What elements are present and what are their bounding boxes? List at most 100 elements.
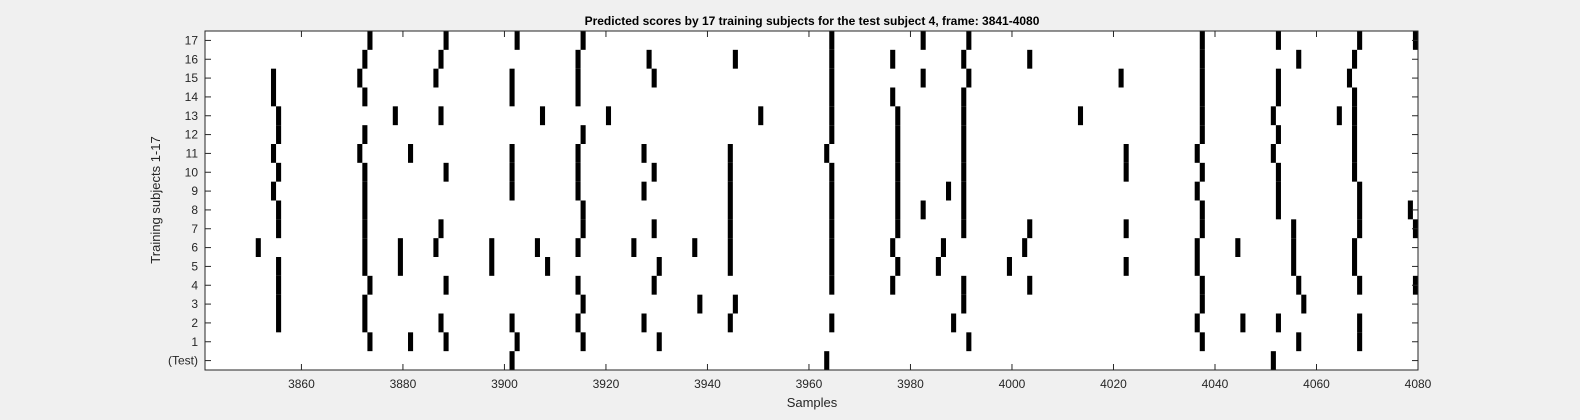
score-mark-row-6-6 <box>575 238 581 257</box>
score-mark-row-4-6 <box>890 275 896 295</box>
score-mark-row-10-0 <box>276 162 282 182</box>
score-mark-row-2-3 <box>509 313 515 333</box>
score-mark-row-17-0 <box>367 31 373 50</box>
score-mark-row-12-6 <box>1199 125 1205 144</box>
score-mark-row-13-9 <box>1077 106 1084 126</box>
y-tick-label-17: 17 <box>185 33 199 47</box>
score-mark-row-2-8 <box>951 313 957 333</box>
score-mark-row-17-2 <box>514 31 520 50</box>
score-mark-row-14-5 <box>890 87 896 107</box>
score-mark-row-11-5 <box>641 144 647 163</box>
score-mark-row-0-1 <box>824 351 830 370</box>
score-mark-row-5-8 <box>895 257 901 276</box>
score-mark-row-11-9 <box>961 144 967 163</box>
score-mark-row-12-7 <box>1275 125 1281 144</box>
score-mark-row-10-2 <box>443 162 449 182</box>
score-mark-row-12-0 <box>276 125 282 144</box>
score-mark-row-4-7 <box>961 275 967 295</box>
score-mark-row-9-12 <box>1357 181 1363 201</box>
score-mark-row-5-10 <box>1006 257 1012 276</box>
score-mark-row-4-11 <box>1357 275 1363 295</box>
score-mark-row-14-3 <box>575 87 581 107</box>
score-mark-row-10-10 <box>1123 162 1129 182</box>
y-tick-label-7: 7 <box>191 222 198 236</box>
score-mark-row-10-1 <box>362 162 368 182</box>
score-mark-row-9-8 <box>946 181 952 201</box>
score-mark-row-1-4 <box>580 332 586 352</box>
score-mark-row-15-8 <box>966 68 972 88</box>
y-tick-label-4: 4 <box>191 278 198 292</box>
score-mark-row-16-2 <box>575 49 581 69</box>
score-mark-row-2-7 <box>829 313 835 333</box>
score-mark-row-6-9 <box>727 238 733 257</box>
score-mark-row-17-4 <box>829 31 835 50</box>
score-mark-row-2-2 <box>438 313 444 333</box>
score-mark-row-3-1 <box>362 294 368 314</box>
score-mark-row-17-3 <box>580 31 586 50</box>
score-mark-row-3-6 <box>1199 294 1205 314</box>
score-mark-row-4-10 <box>1296 275 1302 295</box>
score-mark-row-17-1 <box>443 31 449 50</box>
score-mark-row-15-6 <box>829 68 835 88</box>
x-tick-label-6: 3980 <box>897 377 924 391</box>
score-mark-row-12-3 <box>829 125 835 144</box>
score-mark-row-9-11 <box>1275 181 1281 201</box>
score-mark-row-14-7 <box>1199 87 1205 107</box>
x-tick-label-5: 3960 <box>796 377 823 391</box>
score-mark-row-10-3 <box>509 162 515 182</box>
score-mark-row-5-13 <box>1291 257 1297 276</box>
score-mark-row-2-12 <box>1357 313 1363 333</box>
score-mark-row-2-10 <box>1240 313 1246 333</box>
score-mark-row-11-2 <box>408 144 414 163</box>
score-mark-row-10-5 <box>651 162 657 182</box>
score-mark-row-13-1 <box>392 106 398 126</box>
score-mark-row-9-2 <box>509 181 515 201</box>
score-mark-row-15-12 <box>1346 68 1353 88</box>
score-mark-row-10-6 <box>727 162 733 182</box>
score-mark-row-6-17 <box>1352 238 1358 257</box>
score-mark-row-4-2 <box>443 275 449 295</box>
score-mark-row-6-5 <box>534 238 540 257</box>
y-tick-label-8: 8 <box>191 203 198 217</box>
score-mark-row-4-8 <box>1027 275 1033 295</box>
score-mark-row-14-0 <box>270 87 277 107</box>
score-mark-row-2-5 <box>641 313 647 333</box>
score-mark-row-1-8 <box>1296 332 1302 352</box>
score-mark-row-13-0 <box>276 106 282 126</box>
score-mark-row-16-7 <box>961 49 967 69</box>
score-mark-row-13-13 <box>1352 106 1358 126</box>
score-mark-row-7-12 <box>1291 219 1297 239</box>
score-mark-row-6-0 <box>255 238 261 257</box>
score-mark-row-9-5 <box>727 181 733 201</box>
score-mark-row-2-9 <box>1194 313 1200 333</box>
x-tick-label-2: 3900 <box>491 377 518 391</box>
score-mark-row-1-2 <box>443 332 449 352</box>
score-mark-row-10-7 <box>829 162 835 182</box>
score-mark-row-10-12 <box>1275 162 1281 182</box>
score-mark-row-2-6 <box>727 313 733 333</box>
score-mark-row-7-11 <box>1199 219 1205 239</box>
score-mark-row-13-6 <box>829 106 835 126</box>
score-mark-row-8-9 <box>1275 200 1281 220</box>
score-mark-row-9-0 <box>270 181 277 201</box>
y-tick-label-1: 1 <box>191 335 198 349</box>
score-mark-row-7-9 <box>1027 219 1033 239</box>
score-mark-row-7-10 <box>1123 219 1129 239</box>
score-mark-row-4-9 <box>1199 275 1205 295</box>
score-mark-row-4-0 <box>276 275 282 295</box>
score-mark-row-17-6 <box>966 31 972 50</box>
score-mark-row-11-12 <box>1270 144 1276 163</box>
score-mark-row-11-1 <box>357 144 363 163</box>
score-mark-row-5-11 <box>1123 257 1129 276</box>
score-mark-row-10-4 <box>575 162 581 182</box>
score-mark-row-10-9 <box>961 162 967 182</box>
score-mark-row-5-9 <box>935 257 941 276</box>
score-mark-row-5-14 <box>1352 257 1358 276</box>
y-tick-label-3: 3 <box>191 297 198 311</box>
score-mark-row-6-3 <box>433 238 439 257</box>
score-mark-row-16-1 <box>438 49 444 69</box>
score-mark-row-10-13 <box>1352 162 1358 182</box>
score-mark-row-2-0 <box>276 313 282 333</box>
x-tick-label-0: 3860 <box>288 377 315 391</box>
chart-title: Predicted scores by 17 training subjects… <box>585 14 1040 28</box>
